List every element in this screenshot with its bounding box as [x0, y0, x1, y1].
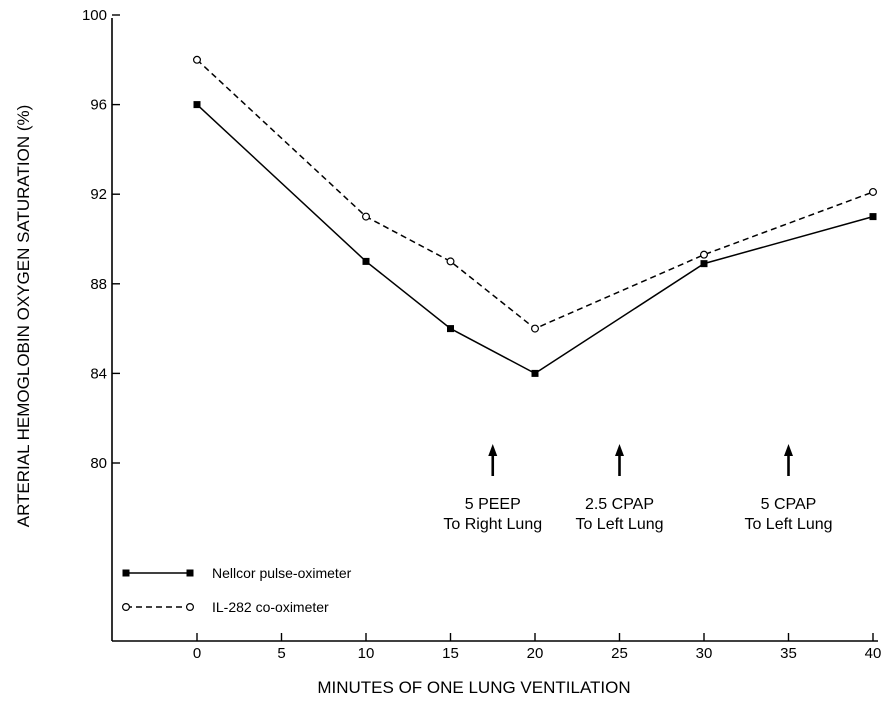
series-line: [196, 104, 874, 375]
x-axis-label: MINUTES OF ONE LUNG VENTILATION: [317, 678, 630, 697]
series-2: [193, 55, 877, 333]
data-point-circle: [193, 55, 202, 64]
annotation-line-2: To Left Lung: [744, 516, 832, 533]
data-point-circle: [868, 187, 877, 196]
y-tick-label: 88: [90, 276, 107, 293]
legend-marker-circle: [121, 602, 130, 611]
annotation: 5 PEEP To Right Lung: [443, 444, 542, 533]
legend-label: IL-282 co-oximeter: [212, 599, 329, 615]
y-tick-label: 100: [82, 7, 107, 24]
arrow-head: [615, 444, 624, 456]
data-point-square: [869, 213, 877, 221]
data-point-circle: [446, 257, 455, 266]
y-axis-label: ARTERIAL HEMOGLOBIN OXYGEN SATURATION (%…: [14, 105, 33, 528]
data-point-square: [700, 260, 708, 268]
x-tick-label: 0: [193, 645, 201, 662]
data-point-circle: [699, 250, 708, 259]
annotation: 5 CPAP To Left Lung: [744, 444, 833, 533]
axes: 80 84 88 92 96 100 0 5 10 15 20 25 30 35 40: [82, 7, 881, 662]
data-point-circle: [530, 324, 539, 333]
series-1: [193, 101, 877, 377]
legend-marker-square: [122, 569, 130, 577]
data-point-square: [531, 369, 539, 377]
legend-label: Nellcor pulse-oximeter: [212, 565, 352, 581]
y-tick-label: 80: [90, 455, 107, 472]
annotation-line-1: 2.5 CPAP: [585, 496, 654, 513]
x-tick-label: 20: [527, 645, 544, 662]
legend: Nellcor pulse-oximeter IL-282 co-oximeter: [121, 565, 352, 615]
y-tick-label: 84: [90, 365, 107, 382]
x-tick-label: 40: [865, 645, 882, 662]
annotation-line-1: 5 PEEP: [465, 496, 521, 513]
legend-item: IL-282 co-oximeter: [121, 599, 329, 615]
data-point-circle: [362, 212, 371, 221]
legend-marker-circle: [186, 602, 195, 611]
x-tick-label: 35: [780, 645, 797, 662]
annotation: 2.5 CPAP To Left Lung: [575, 444, 664, 533]
data-point-square: [447, 325, 454, 333]
legend-marker-square: [186, 569, 194, 577]
y-tick-label: 92: [90, 186, 107, 203]
annotation-line-2: To Left Lung: [575, 516, 663, 533]
data-point-square: [362, 257, 370, 265]
x-tick-label: 30: [696, 645, 713, 662]
arrow-head: [784, 444, 793, 456]
y-tick-label: 96: [90, 97, 107, 114]
data-point-square: [193, 101, 201, 109]
series-line: [196, 59, 874, 330]
arrow-head: [488, 444, 498, 456]
x-tick-label: 10: [358, 645, 375, 662]
x-tick-label: 5: [277, 645, 285, 662]
annotation-line-1: 5 CPAP: [761, 496, 817, 513]
series-layer: [193, 55, 877, 377]
x-tick-label: 25: [611, 645, 628, 662]
annotation-line-2: To Right Lung: [443, 516, 542, 533]
legend-item: Nellcor pulse-oximeter: [122, 565, 352, 581]
x-tick-label: 15: [442, 645, 459, 662]
